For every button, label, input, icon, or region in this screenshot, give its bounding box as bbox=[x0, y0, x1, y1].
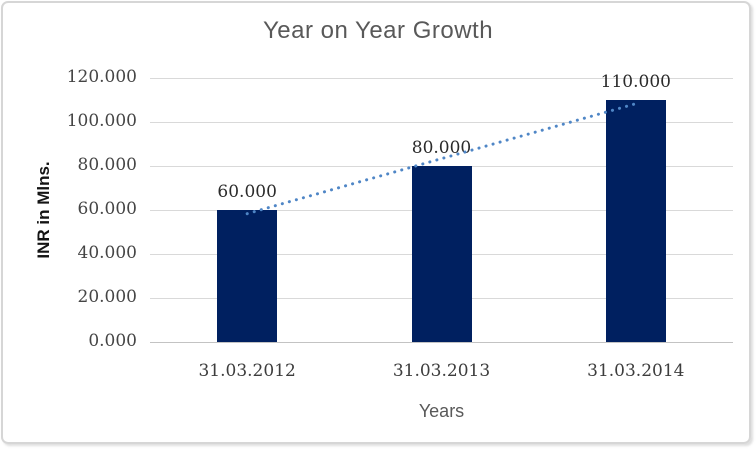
data-label: 110.000 bbox=[600, 72, 671, 92]
y-tick-label: 80.000 bbox=[77, 155, 137, 175]
x-axis-title: Years bbox=[418, 401, 465, 421]
gridline bbox=[150, 77, 733, 79]
data-label: 80.000 bbox=[411, 138, 472, 158]
x-axis-line bbox=[150, 341, 733, 343]
y-tick-label: 20.000 bbox=[77, 287, 137, 307]
x-tick-label: 31.03.2012 bbox=[198, 361, 296, 381]
y-tick-label: 40.000 bbox=[77, 243, 137, 263]
x-tick-label: 31.03.2014 bbox=[587, 361, 685, 381]
y-tick-label: 0.000 bbox=[88, 331, 137, 351]
x-tick-label: 31.03.2013 bbox=[392, 361, 491, 381]
chart-title: Year on Year Growth bbox=[262, 17, 494, 44]
y-tick-label: 100.000 bbox=[66, 111, 137, 131]
y-tick-label: 120.000 bbox=[66, 67, 137, 87]
bar-31.03.2013 bbox=[411, 166, 472, 342]
bar-31.03.2012 bbox=[217, 210, 278, 342]
bar-31.03.2014 bbox=[605, 100, 666, 342]
y-tick-label: 60.000 bbox=[77, 199, 137, 219]
data-label: 60.000 bbox=[217, 182, 277, 202]
